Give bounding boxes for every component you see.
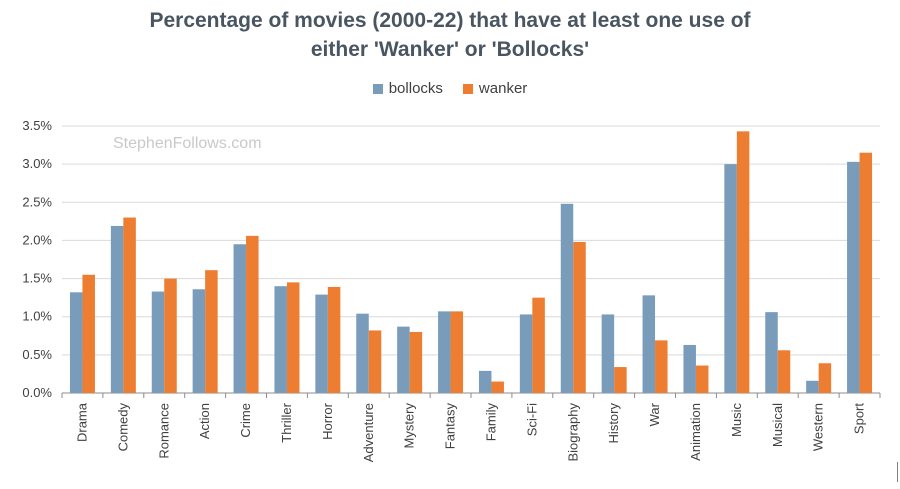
bar-bollocks xyxy=(397,326,410,393)
x-tick-label: Sport xyxy=(852,403,867,434)
x-tick-label: Romance xyxy=(156,403,171,459)
bar-wanker xyxy=(695,365,709,393)
x-tick-label: War xyxy=(647,402,662,426)
x-tick-label: Adventure xyxy=(361,403,376,462)
bar-wanker xyxy=(450,311,464,393)
y-tick-label: 1.0% xyxy=(22,309,52,324)
bar-bollocks xyxy=(356,313,369,393)
legend-swatch-bollocks xyxy=(372,83,383,94)
edge-divider xyxy=(897,462,898,482)
bar-wanker xyxy=(327,286,341,393)
chart-title-line-2: either 'Wanker' or 'Bollocks' xyxy=(310,38,590,61)
bar-wanker xyxy=(491,381,504,393)
bar-wanker xyxy=(777,350,791,393)
x-tick-label: Thriller xyxy=(279,402,294,442)
bar-wanker xyxy=(286,282,300,393)
bar-bollocks xyxy=(806,380,819,393)
bar-bollocks xyxy=(724,164,737,393)
bar-bollocks xyxy=(847,161,860,393)
legend-item-wanker: wanker xyxy=(462,80,528,97)
bar-wanker xyxy=(368,330,382,393)
watermark: StephenFollows.com xyxy=(113,135,262,152)
x-tick-label: History xyxy=(606,403,621,444)
legend-label-wanker: wanker xyxy=(478,80,528,97)
x-tick-label: Music xyxy=(729,403,744,437)
x-tick-label: Fantasy xyxy=(443,403,458,450)
x-tick-label: Animation xyxy=(688,403,703,461)
bar-bollocks xyxy=(69,292,83,393)
bar-wanker xyxy=(246,235,259,393)
chart-title: Percentage of movies (2000-22) that have… xyxy=(0,6,900,64)
x-tick-label: Western xyxy=(811,403,826,451)
bar-bollocks xyxy=(478,370,492,393)
bar-wanker xyxy=(164,278,177,393)
x-tick-label: Drama xyxy=(74,402,89,442)
x-tick-label: Musical xyxy=(770,403,785,447)
bar-wanker xyxy=(205,270,218,393)
bar-wanker xyxy=(573,241,586,393)
y-tick-label: 0.5% xyxy=(22,347,52,362)
x-tick-label: Action xyxy=(197,403,212,439)
bar-wanker xyxy=(532,297,545,393)
x-tick-label: Sci-Fi xyxy=(524,403,539,436)
legend-label-bollocks: bollocks xyxy=(388,80,443,97)
bar-bollocks xyxy=(192,289,206,393)
bar-bollocks xyxy=(438,311,451,393)
bar-wanker xyxy=(655,340,668,393)
bar-bollocks xyxy=(601,314,615,393)
bar-wanker xyxy=(818,363,832,393)
x-tick-label: Family xyxy=(483,403,498,442)
y-tick-label: 2.0% xyxy=(22,232,52,247)
bar-wanker xyxy=(859,152,873,393)
y-tick-label: 3.0% xyxy=(22,156,52,171)
y-tick-label: 0.0% xyxy=(22,385,52,400)
bar-bollocks xyxy=(683,344,696,393)
bar-wanker xyxy=(736,131,750,393)
bar-wanker xyxy=(409,331,423,393)
y-tick-label: 2.5% xyxy=(22,194,52,209)
bar-bollocks xyxy=(519,314,533,393)
x-tick-label: Comedy xyxy=(115,403,130,452)
bar-bollocks xyxy=(560,203,574,393)
x-tick-label: Mystery xyxy=(402,403,417,449)
legend: bollocks wanker xyxy=(0,80,900,97)
bar-bollocks xyxy=(642,295,656,393)
legend-item-bollocks: bollocks xyxy=(372,80,443,97)
chart-title-line-1: Percentage of movies (2000-22) that have… xyxy=(149,9,751,32)
bar-bollocks xyxy=(233,244,247,393)
bar-wanker xyxy=(614,367,627,393)
bar-bollocks xyxy=(765,312,778,393)
x-tick-label: Biography xyxy=(565,403,580,462)
bar-wanker xyxy=(82,274,95,393)
legend-swatch-wanker xyxy=(462,83,473,94)
bar-bollocks xyxy=(151,291,165,393)
bar-bollocks xyxy=(274,286,287,393)
bar-bollocks xyxy=(110,225,124,393)
x-tick-label: Horror xyxy=(320,402,335,440)
y-tick-label: 3.5% xyxy=(22,118,52,133)
x-tick-label: Crime xyxy=(238,403,253,438)
y-tick-label: 1.5% xyxy=(22,271,52,286)
bar-bollocks xyxy=(315,294,328,393)
bar-wanker xyxy=(123,217,136,393)
